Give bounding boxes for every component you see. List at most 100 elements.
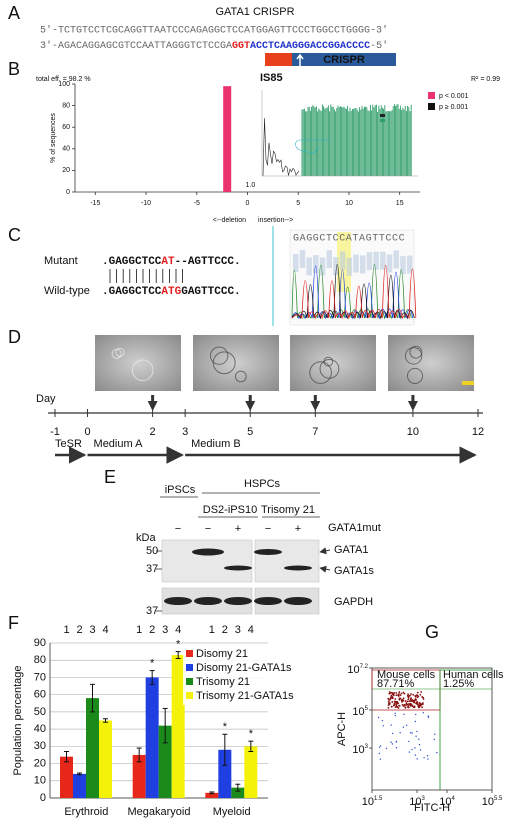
gate-label: Mouse cells bbox=[377, 669, 436, 681]
trace-wave bbox=[291, 264, 417, 320]
column-label: 4 bbox=[175, 624, 181, 636]
event-dot bbox=[394, 714, 397, 717]
column-label: 2 bbox=[149, 624, 155, 636]
event-dot bbox=[409, 697, 412, 700]
tick-exponent: 7.2 bbox=[360, 664, 369, 670]
x-tick-label: -10 bbox=[141, 200, 151, 207]
inset-loop bbox=[295, 139, 330, 153]
bar bbox=[73, 773, 86, 798]
pam-box bbox=[265, 53, 292, 66]
band bbox=[224, 597, 252, 605]
event-dot bbox=[406, 700, 409, 703]
event-dot bbox=[394, 700, 397, 703]
quality-bar bbox=[393, 250, 399, 269]
event-dot bbox=[395, 702, 398, 705]
event-dot bbox=[414, 747, 416, 749]
y-tick-label: 107.2 bbox=[347, 664, 368, 676]
legend-swatch bbox=[428, 103, 435, 110]
x-tick-label: -15 bbox=[90, 200, 100, 207]
band bbox=[194, 597, 222, 605]
event-dot bbox=[415, 735, 417, 737]
event-dot bbox=[416, 701, 419, 703]
strand-segment: ACCTCAAGGGACCGGACCCC bbox=[250, 41, 370, 52]
tick-base: 10 bbox=[352, 706, 364, 718]
event-dot bbox=[394, 698, 397, 700]
event-dot bbox=[395, 741, 398, 743]
quality-bar bbox=[339, 251, 346, 270]
row-label: Wild-type bbox=[44, 285, 90, 297]
event-dot bbox=[389, 698, 391, 701]
sample-arrow bbox=[407, 395, 418, 411]
panel-letter: B bbox=[8, 59, 20, 79]
annotation: total eff. = 98.2 % bbox=[36, 76, 91, 83]
tick-exponent: 3 bbox=[421, 796, 425, 802]
inset-trace bbox=[262, 118, 300, 177]
significance: * bbox=[176, 639, 181, 651]
line-label: DS2-iPS10 bbox=[203, 504, 257, 516]
treatment-sign: − bbox=[265, 523, 271, 535]
bar bbox=[244, 746, 258, 798]
x-annotation: <--deletion bbox=[213, 217, 246, 224]
micrograph bbox=[193, 335, 279, 391]
cut-arrow bbox=[296, 53, 304, 66]
panel-letter: C bbox=[8, 225, 21, 245]
strand-segment: -5′ bbox=[370, 40, 388, 52]
treatment-sign: + bbox=[295, 523, 301, 535]
legend-box bbox=[183, 647, 271, 705]
quality-bar bbox=[366, 252, 373, 271]
event-dot bbox=[388, 691, 391, 693]
event-dot bbox=[407, 693, 410, 696]
day-label: 10 bbox=[407, 426, 419, 438]
panel-letter: E bbox=[104, 467, 116, 487]
event-dot bbox=[422, 711, 425, 714]
event-dot bbox=[407, 703, 410, 705]
bar bbox=[223, 86, 232, 192]
x-tick-label: 0 bbox=[246, 200, 250, 207]
x-annotation: insertion--> bbox=[258, 217, 293, 224]
event-dot bbox=[416, 730, 418, 733]
event-dot bbox=[380, 745, 382, 747]
column-label: 3 bbox=[235, 624, 241, 636]
y-tick-label: 10 bbox=[34, 775, 46, 787]
event-dot bbox=[402, 704, 405, 707]
x-tick-label: Megakaryoid bbox=[128, 806, 191, 818]
event-dot bbox=[390, 724, 392, 726]
trace-wave bbox=[291, 265, 414, 320]
event-dot bbox=[418, 738, 420, 740]
y-tick-label: 70 bbox=[34, 671, 46, 683]
event-dot bbox=[379, 746, 381, 748]
event-dot bbox=[399, 694, 402, 697]
tick-base: 10 bbox=[347, 664, 359, 676]
event-dot bbox=[381, 719, 384, 722]
strand-segment: 3′-AGACAGGAGCGTCCAATTAGGGTCTCCGA bbox=[40, 40, 232, 52]
x-tick-label: -5 bbox=[194, 200, 200, 207]
tick-exponent: 4 bbox=[451, 796, 455, 802]
sequence: .GAGGCTCCATGGAGTTCCC. bbox=[102, 286, 241, 298]
x-tick-label: 101.5 bbox=[362, 796, 383, 808]
column-label: 4 bbox=[248, 624, 254, 636]
event-dot bbox=[416, 691, 419, 694]
line-label: Trisomy 21 bbox=[261, 504, 315, 516]
sample-arrow bbox=[310, 395, 321, 411]
band bbox=[254, 597, 282, 605]
event-dot bbox=[434, 733, 436, 735]
event-dot bbox=[418, 706, 421, 709]
event-dot bbox=[413, 705, 416, 708]
cell-colony bbox=[234, 370, 247, 383]
event-dot bbox=[417, 695, 420, 698]
event-dot bbox=[389, 696, 392, 699]
event-dot bbox=[408, 740, 410, 743]
sequence-segment: AT bbox=[161, 256, 175, 268]
cell-colony bbox=[406, 367, 424, 384]
event-dot bbox=[414, 754, 417, 756]
event-dot bbox=[393, 704, 396, 706]
medium-label: Medium A bbox=[94, 438, 144, 450]
event-dot bbox=[412, 693, 415, 696]
bar bbox=[86, 698, 99, 798]
quality-bar bbox=[406, 255, 413, 274]
event-dot bbox=[390, 741, 392, 743]
event-dot bbox=[404, 700, 407, 702]
event-dot bbox=[379, 758, 382, 760]
strand-segment: GGT bbox=[232, 41, 250, 52]
event-dot bbox=[411, 699, 414, 701]
